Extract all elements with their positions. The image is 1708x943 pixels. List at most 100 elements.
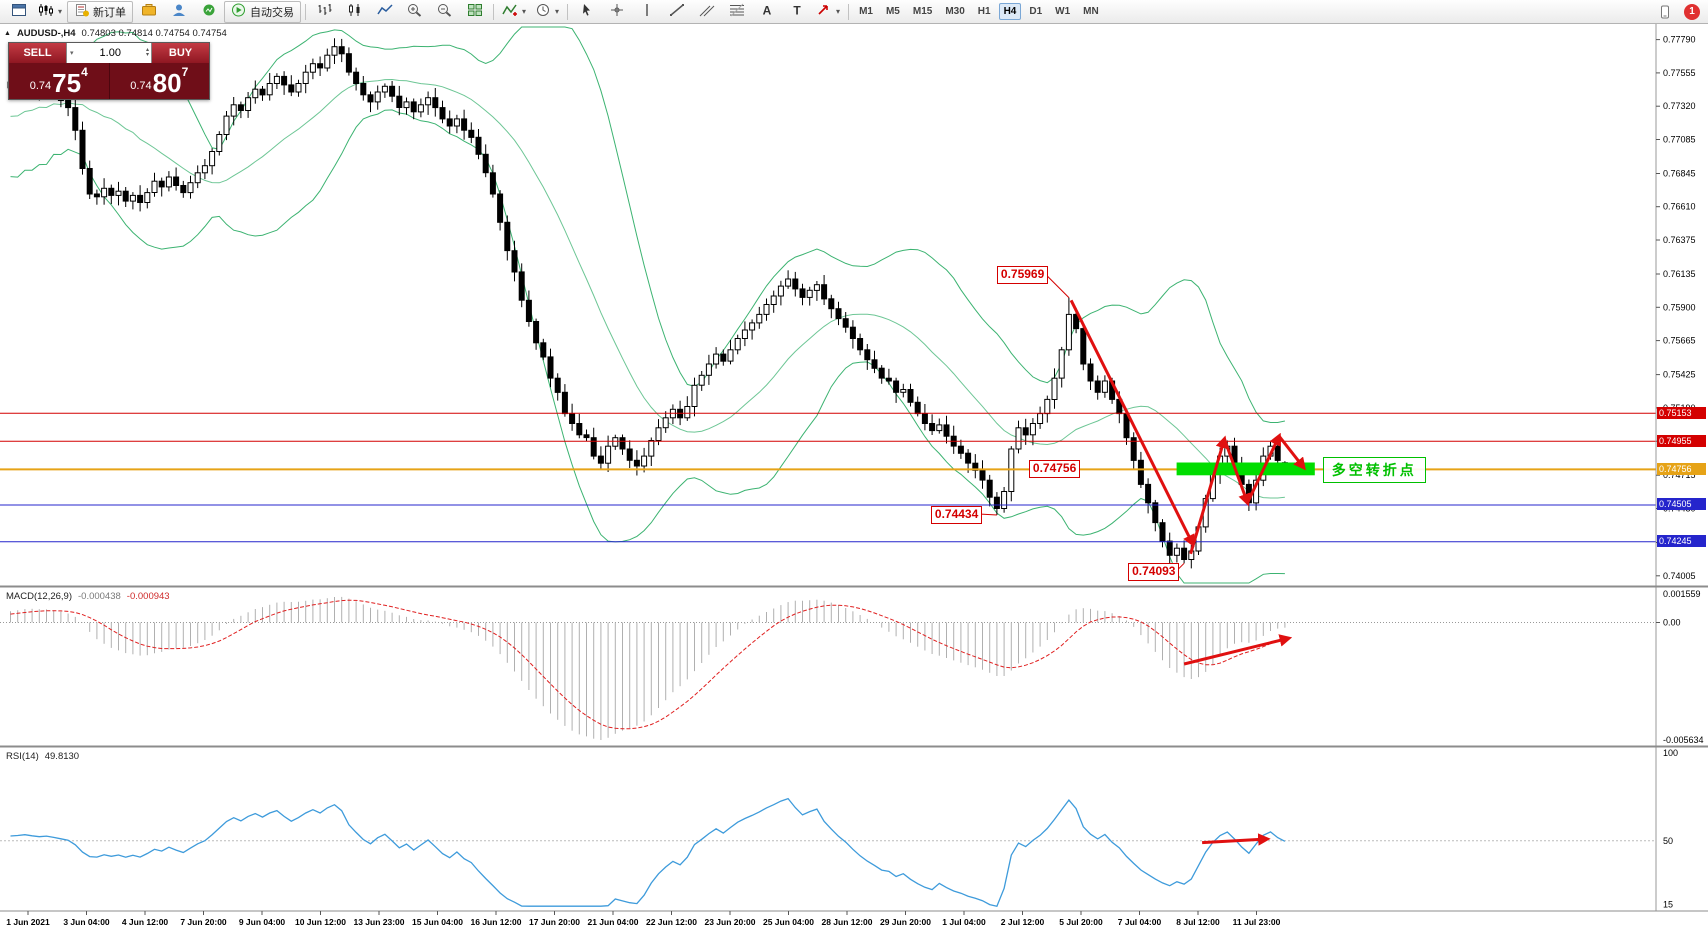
text-button[interactable]: A — [752, 1, 781, 23]
svg-text:23 Jun 20:00: 23 Jun 20:00 — [704, 917, 755, 927]
svg-text:0.75900: 0.75900 — [1663, 302, 1696, 312]
svg-text:0.77085: 0.77085 — [1663, 135, 1696, 145]
candle-chart-icon — [347, 3, 363, 20]
trend-arrows[interactable] — [1069, 299, 1306, 846]
signals-icon[interactable] — [194, 1, 223, 23]
svg-text:22 Jun 12:00: 22 Jun 12:00 — [646, 917, 697, 927]
svg-text:0.74715: 0.74715 — [1663, 470, 1696, 480]
tile-windows-button[interactable] — [460, 1, 489, 23]
indicators-button[interactable]: ▾ — [498, 1, 530, 23]
bar-chart-icon — [317, 3, 333, 20]
timeframe-M30[interactable]: M30 — [945, 6, 965, 17]
vertical-line-icon — [639, 3, 655, 20]
svg-text:8 Jul 12:00: 8 Jul 12:00 — [1176, 917, 1220, 927]
horizontal-lines[interactable] — [0, 412, 1656, 543]
timeframe-M15[interactable]: M15 — [912, 6, 933, 17]
market-icon[interactable] — [134, 1, 163, 23]
new-chart-button[interactable]: ▾ — [34, 1, 66, 23]
fibonacci-button[interactable] — [722, 1, 751, 23]
svg-text:0.76845: 0.76845 — [1663, 169, 1696, 179]
zoom-in-button[interactable] — [400, 1, 429, 23]
line-chart-button[interactable] — [370, 1, 399, 23]
new-chart-icon — [38, 3, 54, 20]
svg-text:1 Jun 2021: 1 Jun 2021 — [6, 917, 50, 927]
community-icon[interactable] — [164, 1, 193, 23]
svg-text:10 Jun 12:00: 10 Jun 12:00 — [295, 917, 346, 927]
svg-text:5 Jul 20:00: 5 Jul 20:00 — [1059, 917, 1103, 927]
svg-text:17 Jun 20:00: 17 Jun 20:00 — [529, 917, 580, 927]
macd-panel: 0.001559 0.00 -0.005634 — [0, 589, 1704, 745]
candle-chart-button[interactable] — [340, 1, 369, 23]
chevron-down-icon[interactable]: ▾ — [836, 7, 841, 16]
svg-text:-0.005634: -0.005634 — [1663, 735, 1704, 745]
timeframe-H4[interactable]: H4 — [998, 3, 1022, 20]
channel-icon — [699, 3, 715, 20]
svg-text:9 Jun 04:00: 9 Jun 04:00 — [239, 917, 286, 927]
turning-point-zone[interactable] — [1176, 462, 1315, 476]
shapes-button[interactable]: ▾ — [812, 1, 844, 23]
svg-text:0.76375: 0.76375 — [1663, 235, 1696, 245]
community-icon-icon — [171, 3, 187, 20]
new-order-button-label: 新订单 — [93, 6, 127, 19]
bollinger-bands — [10, 26, 1286, 584]
channel-button[interactable] — [692, 1, 721, 23]
svg-text:0.75665: 0.75665 — [1663, 336, 1696, 346]
svg-text:0.74480: 0.74480 — [1663, 504, 1696, 514]
bar-chart-button[interactable] — [310, 1, 339, 23]
mobile-icon[interactable] — [1650, 1, 1679, 23]
timeframe-M1[interactable]: M1 — [859, 6, 873, 17]
autotrading-icon — [231, 3, 247, 20]
crosshair-button[interactable] — [602, 1, 631, 23]
toolbar-separator — [305, 3, 307, 20]
panel-dividers[interactable] — [0, 585, 1708, 912]
svg-text:15 Jun 04:00: 15 Jun 04:00 — [412, 917, 463, 927]
timeframe-W1[interactable]: W1 — [1055, 6, 1071, 17]
cursor-button[interactable] — [572, 1, 601, 23]
new-order-icon — [74, 3, 90, 20]
svg-text:4 Jun 12:00: 4 Jun 12:00 — [122, 917, 169, 927]
main-toolbar: ▾ 新订单 自动交易 ▾ ▾ A T ▾ M1 M5 M15 M30 H1 H4 D1 W1 MN 1 — [0, 0, 1708, 24]
svg-text:0.74240: 0.74240 — [1663, 538, 1696, 548]
tile-windows-icon — [467, 3, 483, 20]
chevron-down-icon[interactable]: ▾ — [522, 7, 527, 16]
cursor-icon — [579, 3, 595, 20]
vertical-line-button[interactable] — [632, 1, 661, 23]
notification-badge[interactable]: 1 — [1684, 3, 1700, 20]
svg-text:100: 100 — [1663, 748, 1678, 758]
price-axis: 0.77790 0.77555 0.77320 0.77085 0.76845 0.766… — [1655, 24, 1696, 911]
svg-text:11 Jul 23:00: 11 Jul 23:00 — [1233, 917, 1281, 927]
toolbar-separator — [493, 3, 495, 20]
svg-text:21 Jun 04:00: 21 Jun 04:00 — [587, 917, 638, 927]
timeframe-H1[interactable]: H1 — [977, 6, 991, 17]
label-button[interactable]: T — [782, 1, 811, 23]
zoom-in-icon — [407, 3, 423, 20]
chevron-down-icon[interactable]: ▾ — [555, 7, 560, 16]
svg-text:7 Jul 04:00: 7 Jul 04:00 — [1118, 917, 1162, 927]
timeframe-D1[interactable]: D1 — [1029, 6, 1043, 17]
svg-text:13 Jun 23:00: 13 Jun 23:00 — [353, 917, 404, 927]
chevron-down-icon[interactable]: ▾ — [58, 7, 63, 16]
trendline-button[interactable] — [662, 1, 691, 23]
text-icon: A — [759, 3, 775, 20]
signals-icon-icon — [201, 3, 217, 20]
period-button[interactable]: ▾ — [531, 1, 563, 23]
autotrading-button-label: 自动交易 — [250, 6, 295, 19]
new-order-button[interactable]: 新订单 — [67, 0, 134, 23]
zoom-out-button[interactable] — [430, 1, 459, 23]
label-icon: T — [789, 3, 805, 20]
svg-text:0.74955: 0.74955 — [1663, 436, 1696, 446]
shapes-icon — [816, 3, 832, 20]
market-icon-icon — [141, 3, 157, 20]
svg-text:29 Jun 20:00: 29 Jun 20:00 — [880, 917, 931, 927]
svg-text:7 Jun 20:00: 7 Jun 20:00 — [180, 917, 227, 927]
svg-text:0.74005: 0.74005 — [1663, 571, 1696, 581]
indicators-icon — [502, 3, 518, 20]
timeframe-M5[interactable]: M5 — [885, 6, 900, 17]
svg-text:0.00: 0.00 — [1663, 618, 1681, 628]
svg-text:15: 15 — [1663, 899, 1673, 909]
autotrading-button[interactable]: 自动交易 — [224, 0, 302, 23]
svg-text:0.77555: 0.77555 — [1663, 68, 1696, 78]
svg-text:3 Jun 04:00: 3 Jun 04:00 — [63, 917, 110, 927]
timeframe-MN[interactable]: MN — [1083, 6, 1099, 17]
